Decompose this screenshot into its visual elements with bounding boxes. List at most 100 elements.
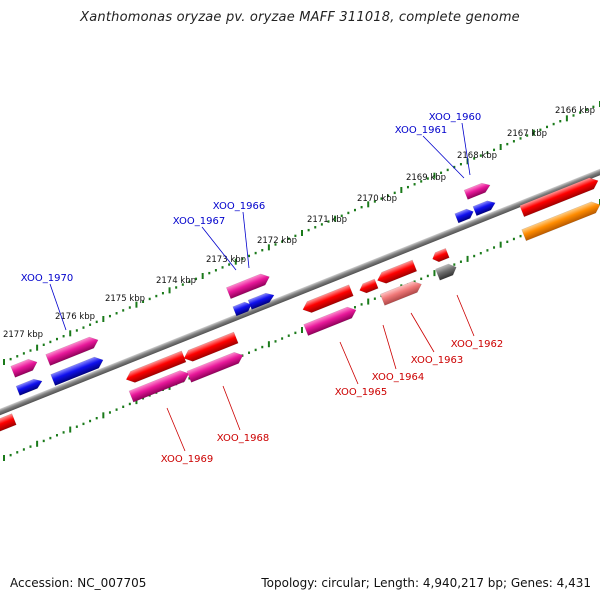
forward-scale-minor-tick bbox=[373, 200, 376, 203]
reverse-scale-minor-tick bbox=[274, 340, 277, 343]
forward-scale-major-tick bbox=[69, 330, 72, 337]
gene-orange-top bbox=[521, 201, 600, 242]
forward-scale-minor-tick bbox=[459, 163, 462, 166]
gene-blue-6-body bbox=[15, 378, 43, 396]
forward-gene-label-xoo_1960: XOO_1960 bbox=[429, 112, 481, 123]
forward-scale-minor-tick bbox=[413, 183, 416, 186]
reverse-gene-leader-xoo_1963 bbox=[410, 312, 435, 353]
reverse-scale-major-tick bbox=[3, 455, 5, 461]
reverse-scale-major-tick bbox=[499, 241, 502, 248]
reverse-scale-minor-tick bbox=[128, 402, 131, 406]
forward-scale-minor-tick bbox=[380, 197, 383, 200]
forward-scale-major-tick bbox=[532, 129, 535, 136]
reverse-scale-minor-tick bbox=[413, 280, 416, 283]
forward-scale-minor-tick bbox=[506, 142, 509, 146]
gene-pink-4-body bbox=[10, 358, 38, 378]
gene-red-2 bbox=[359, 278, 379, 294]
gene-blue-4-body bbox=[232, 301, 252, 317]
reverse-scale-minor-tick bbox=[360, 303, 363, 306]
reverse-scale-minor-tick bbox=[459, 260, 462, 263]
gene-red-4 bbox=[432, 248, 450, 263]
forward-scale-minor-tick bbox=[440, 171, 443, 174]
forward-scale-minor-tick bbox=[142, 300, 145, 303]
reverse-scale-minor-tick bbox=[261, 345, 264, 349]
gene-pink-7 bbox=[186, 351, 244, 383]
forward-scale-minor-tick bbox=[579, 111, 582, 114]
forward-scale-minor-tick bbox=[62, 335, 65, 338]
forward-scale-minor-tick bbox=[539, 128, 542, 131]
forward-scale-major-tick bbox=[135, 301, 138, 308]
reverse-scale-minor-tick bbox=[479, 252, 482, 255]
reverse-scale-minor-tick bbox=[506, 240, 509, 244]
reverse-scale-minor-tick bbox=[254, 348, 257, 352]
reverse-scale-minor-tick bbox=[49, 436, 52, 440]
gene-blue-2-body bbox=[454, 208, 474, 224]
gene-salmon-1 bbox=[379, 280, 422, 306]
forward-scale-minor-tick bbox=[29, 349, 32, 352]
forward-scale-major-tick bbox=[433, 172, 436, 179]
forward-scale-minor-tick bbox=[294, 234, 297, 238]
reverse-scale-minor-tick bbox=[420, 277, 423, 280]
reverse-gene-label-xoo_1969: XOO_1969 bbox=[161, 454, 213, 465]
forward-scale-minor-tick bbox=[486, 151, 489, 154]
scale-label-2168: 2168 kbp bbox=[457, 151, 497, 161]
gene-blue-1-body bbox=[472, 200, 496, 217]
forward-scale-minor-tick bbox=[254, 251, 257, 255]
gene-pink-1-body bbox=[463, 182, 491, 200]
gene-pink-7-body bbox=[186, 351, 244, 383]
gene-orange-top-body bbox=[521, 201, 600, 242]
scale-label-2175: 2175 kbp bbox=[105, 294, 145, 304]
forward-scale-minor-tick bbox=[89, 323, 92, 326]
gene-red-1-body bbox=[302, 284, 354, 313]
scale-label-2173: 2173 kbp bbox=[206, 255, 246, 265]
reverse-gene-label-xoo_1963: XOO_1963 bbox=[411, 355, 463, 366]
forward-scale-minor-tick bbox=[195, 277, 198, 281]
forward-scale-minor-tick bbox=[55, 337, 58, 341]
forward-scale-minor-tick bbox=[208, 271, 211, 275]
gene-pink-5-body bbox=[303, 306, 357, 336]
scale-label-2176: 2176 kbp bbox=[55, 312, 95, 322]
reverse-scale-minor-tick bbox=[142, 397, 145, 400]
forward-scale-major-tick bbox=[267, 244, 270, 251]
gene-blue-5 bbox=[50, 356, 104, 386]
forward-scale-minor-tick bbox=[479, 154, 482, 157]
forward-scale-minor-tick bbox=[228, 263, 231, 266]
forward-scale-minor-tick bbox=[161, 292, 164, 295]
forward-scale-major-tick bbox=[499, 144, 502, 150]
scale-label-2172: 2172 kbp bbox=[257, 236, 297, 246]
reverse-gene-label-xoo_1968: XOO_1968 bbox=[217, 433, 269, 444]
forward-gene-leader-xoo_1967 bbox=[201, 226, 237, 271]
gene-blue-2 bbox=[454, 208, 474, 224]
forward-scale-minor-tick bbox=[360, 206, 363, 209]
reverse-scale-minor-tick bbox=[486, 249, 489, 252]
gene-pink-6-body bbox=[128, 370, 190, 403]
reverse-scale-minor-tick bbox=[287, 334, 290, 337]
reverse-gene-leader-xoo_1968 bbox=[222, 385, 241, 431]
gene-red-7-body bbox=[0, 413, 17, 433]
forward-scale-minor-tick bbox=[148, 297, 151, 301]
forward-scale-minor-tick bbox=[274, 243, 277, 246]
gene-red-5 bbox=[125, 350, 187, 383]
forward-gene-leader-xoo_1966 bbox=[242, 211, 250, 269]
gene-red-top-body bbox=[519, 177, 599, 218]
reverse-scale-major-tick bbox=[69, 426, 72, 433]
reverse-scale-minor-tick bbox=[373, 297, 376, 300]
genome-summary-text: Topology: circular; Length: 4,940,217 bp… bbox=[261, 576, 591, 590]
gene-pink-3-body bbox=[45, 336, 99, 366]
forward-scale-minor-tick bbox=[9, 357, 12, 361]
reverse-scale-minor-tick bbox=[473, 254, 476, 258]
gene-pink-2-body bbox=[226, 273, 270, 300]
gene-red-6 bbox=[183, 331, 239, 362]
reverse-scale-major-tick bbox=[36, 440, 39, 447]
gene-blue-5-body bbox=[50, 356, 104, 386]
gene-grey-1 bbox=[435, 263, 457, 281]
reverse-scale-minor-tick bbox=[453, 263, 456, 266]
forward-scale-minor-tick bbox=[327, 220, 330, 223]
genome-backbone bbox=[0, 157, 600, 423]
reverse-scale-minor-tick bbox=[22, 448, 25, 451]
forward-scale-minor-tick bbox=[393, 191, 396, 195]
scale-label-2170: 2170 kbp bbox=[357, 194, 397, 204]
forward-gene-label-xoo_1967: XOO_1967 bbox=[173, 216, 225, 227]
reverse-gene-leader-xoo_1964 bbox=[382, 324, 397, 370]
